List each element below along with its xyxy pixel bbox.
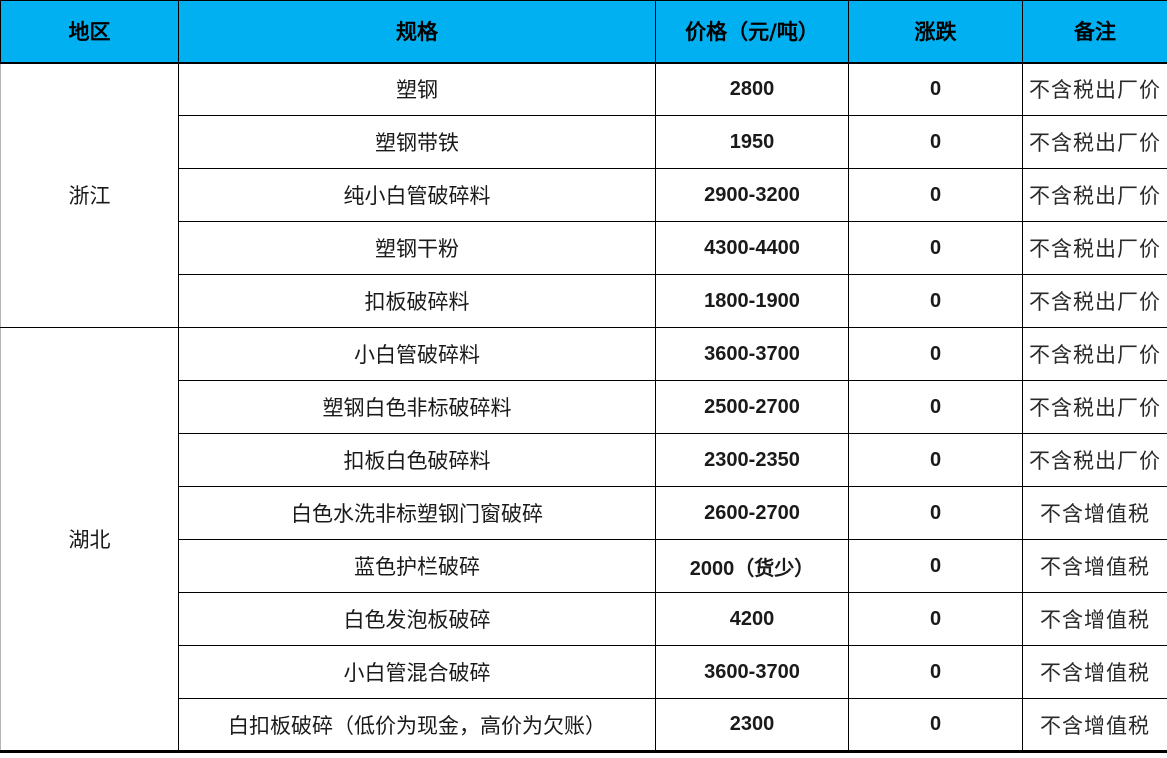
spec-cell: 塑钢干粉 (178, 221, 656, 275)
change-cell: 0 (848, 115, 1023, 169)
change-cell: 0 (848, 433, 1023, 487)
price-cell: 4300-4400 (655, 221, 849, 275)
spec-cell: 塑钢 (178, 62, 656, 116)
change-cell: 0 (848, 62, 1023, 116)
table-row: 蓝色护栏破碎 2000（货少） 0 不含增值税 (1, 539, 1167, 593)
table-row: 白扣板破碎（低价为现金，高价为欠账） 2300 0 不含增值税 (1, 698, 1167, 752)
note-cell: 不含税出厂价 (1022, 221, 1167, 275)
change-cell: 0 (848, 327, 1023, 381)
table-row: 塑钢白色非标破碎料 2500-2700 0 不含税出厂价 (1, 380, 1167, 434)
table-row: 湖北 小白管破碎料 3600-3700 0 不含税出厂价 (0, 327, 1167, 752)
change-cell: 0 (848, 698, 1023, 752)
spec-cell: 蓝色护栏破碎 (178, 539, 656, 593)
spec-cell: 扣板破碎料 (178, 274, 656, 328)
table-row: 白色水洗非标塑钢门窗破碎 2600-2700 0 不含增值税 (1, 486, 1167, 540)
price-cell: 4200 (655, 592, 849, 646)
table-row: 塑钢干粉 4300-4400 0 不含税出厂价 (1, 221, 1167, 275)
spec-cell: 小白管破碎料 (178, 327, 656, 381)
change-cell: 0 (848, 274, 1023, 328)
region-cell: 浙江 (0, 62, 179, 328)
price-cell: 2500-2700 (655, 380, 849, 434)
change-cell: 0 (848, 645, 1023, 699)
spec-cell: 塑钢白色非标破碎料 (178, 380, 656, 434)
note-cell: 不含税出厂价 (1022, 327, 1167, 381)
note-cell: 不含税出厂价 (1022, 168, 1167, 222)
change-cell: 0 (848, 486, 1023, 540)
price-cell: 2900-3200 (655, 168, 849, 222)
change-cell: 0 (848, 221, 1023, 275)
note-cell: 不含税出厂价 (1022, 115, 1167, 169)
note-cell: 不含税出厂价 (1022, 62, 1167, 116)
price-cell: 2300 (655, 698, 849, 752)
price-cell: 2000（货少） (655, 539, 849, 593)
price-cell: 2300-2350 (655, 433, 849, 487)
table-row: 扣板白色破碎料 2300-2350 0 不含税出厂价 (1, 433, 1167, 487)
table-row: 白色发泡板破碎 4200 0 不含增值税 (1, 592, 1167, 646)
spec-cell: 小白管混合破碎 (178, 645, 656, 699)
col-header-region: 地区 (0, 0, 179, 64)
price-cell: 1800-1900 (655, 274, 849, 328)
region-cell: 湖北 (0, 327, 179, 752)
spec-cell: 白色发泡板破碎 (178, 592, 656, 646)
note-cell: 不含税出厂价 (1022, 380, 1167, 434)
header-row: 地区 规格 价格（元/吨） 涨跌 备注 (0, 0, 1167, 64)
change-cell: 0 (848, 592, 1023, 646)
price-cell: 2600-2700 (655, 486, 849, 540)
spec-cell: 塑钢带铁 (178, 115, 656, 169)
table-row: 纯小白管破碎料 2900-3200 0 不含税出厂价 (1, 168, 1167, 222)
note-cell: 不含税出厂价 (1022, 274, 1167, 328)
col-header-spec: 规格 (178, 0, 656, 64)
change-cell: 0 (848, 168, 1023, 222)
price-cell: 3600-3700 (655, 645, 849, 699)
spec-cell: 白色水洗非标塑钢门窗破碎 (178, 486, 656, 540)
note-cell: 不含增值税 (1022, 698, 1167, 752)
note-cell: 不含增值税 (1022, 645, 1167, 699)
price-cell: 3600-3700 (655, 327, 849, 381)
note-cell: 不含增值税 (1022, 539, 1167, 593)
change-cell: 0 (848, 539, 1023, 593)
col-header-change: 涨跌 (848, 0, 1023, 64)
spec-cell: 白扣板破碎（低价为现金，高价为欠账） (178, 698, 656, 752)
spec-cell: 扣板白色破碎料 (178, 433, 656, 487)
table-row: 浙江 塑钢 2800 0 不含税出厂价 (0, 62, 1167, 328)
col-header-price: 价格（元/吨） (655, 0, 849, 64)
note-cell: 不含增值税 (1022, 486, 1167, 540)
table-body: 浙江 塑钢 2800 0 不含税出厂价 塑钢带铁 1950 0 不含税出厂价 纯小白管破碎料 290… (0, 62, 1167, 752)
note-cell: 不含税出厂价 (1022, 433, 1167, 487)
price-cell: 1950 (655, 115, 849, 169)
col-header-note: 备注 (1022, 0, 1167, 64)
table-row: 小白管混合破碎 3600-3700 0 不含增值税 (1, 645, 1167, 699)
change-cell: 0 (848, 380, 1023, 434)
price-cell: 2800 (655, 62, 849, 116)
note-cell: 不含增值税 (1022, 592, 1167, 646)
table-row: 塑钢带铁 1950 0 不含税出厂价 (1, 115, 1167, 169)
spec-cell: 纯小白管破碎料 (178, 168, 656, 222)
